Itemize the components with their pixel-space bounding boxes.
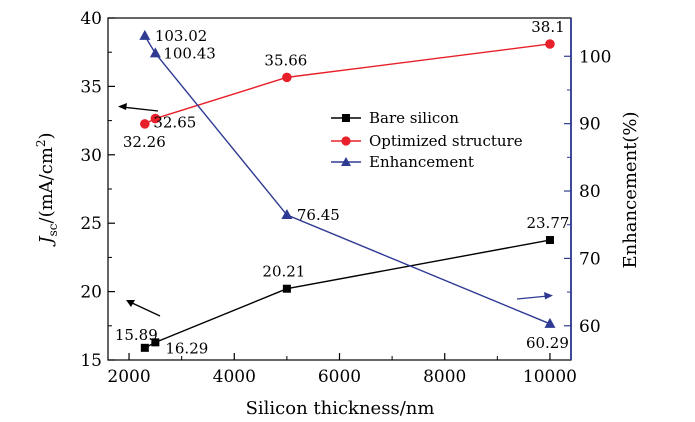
data-point (544, 317, 556, 328)
plot-frame (107, 17, 572, 361)
x-tick-label: 2000 (107, 367, 150, 387)
x-tick-label: 10000 (523, 367, 577, 387)
data-label: 60.29 (526, 334, 569, 352)
data-label: 32.65 (153, 114, 196, 132)
series-line (144, 43, 551, 125)
x-tick-label: 8000 (423, 367, 466, 387)
data-label: 38.1 (531, 18, 564, 36)
data-label: 32.26 (123, 133, 166, 151)
data-point (545, 39, 555, 49)
series-line (144, 239, 551, 349)
y-left-tick-label: 15 (80, 351, 102, 371)
left-axis-title-main: J (36, 235, 57, 248)
y-right-tick-label: 80 (579, 182, 601, 202)
arrow-left-optimized (118, 103, 159, 112)
data-label: 23.77 (526, 214, 569, 232)
y-right-tick-label: 90 (579, 115, 601, 135)
data-label: 103.02 (155, 27, 208, 45)
data-label: 15.89 (115, 326, 158, 344)
ticks-layer: 2000 4000 6000 8000 10000 15 20 25 30 35 40 60 70 80 9… (80, 9, 611, 387)
x-tick-label: 6000 (318, 367, 361, 387)
data-label: 16.29 (165, 339, 208, 357)
y-left-tick-label: 25 (80, 214, 102, 234)
data-point (139, 29, 151, 40)
data-label: 35.66 (264, 51, 307, 69)
arrow-right-enhancement (516, 292, 553, 300)
y-right-tick-label: 70 (579, 249, 601, 269)
left-axis-title: Jsc/(mA/cm2) (34, 132, 60, 247)
data-point (545, 236, 554, 245)
x-axis-title: Silicon thickness/nm (246, 398, 435, 419)
legend-label-enhancement: Enhancement (369, 153, 474, 171)
data-point (282, 72, 292, 83)
data-point (150, 113, 161, 124)
left-axis-title-end: ) (36, 132, 57, 139)
data-point (281, 208, 293, 219)
data-label: 100.43 (163, 44, 216, 62)
y-left-tick-label: 40 (80, 9, 102, 29)
legend-item-optimized: Optimized structure (331, 132, 523, 150)
legend-item-bare: Bare silicon (331, 109, 459, 127)
left-axis-title-sup: 2 (34, 139, 48, 147)
series-line (144, 35, 551, 325)
legend-label-optimized: Optimized structure (369, 132, 523, 150)
data-point (282, 284, 291, 293)
y-left-tick-label: 20 (80, 283, 102, 303)
data-label: 20.21 (262, 263, 305, 281)
data-point (140, 343, 149, 352)
x-tick-label: 4000 (213, 367, 256, 387)
series-layer (139, 29, 556, 352)
legend: Bare silicon Optimized structure Enhance… (331, 109, 523, 171)
left-axis-title-unit: /(mA/cm (36, 147, 57, 223)
data-label: 76.45 (297, 206, 340, 224)
data-point (149, 47, 161, 58)
legend-label-bare: Bare silicon (369, 109, 459, 127)
y-left-tick-label: 35 (80, 77, 102, 97)
data-point (151, 338, 160, 347)
legend-item-enhancement: Enhancement (331, 153, 474, 171)
y-left-tick-label: 30 (80, 146, 102, 166)
right-axis-title: Enhancement(%) (620, 111, 641, 268)
arrow-left-bare (126, 300, 161, 317)
left-axis-title-sub: sc (46, 223, 60, 236)
data-point (140, 119, 150, 129)
y-right-tick-label: 100 (579, 47, 611, 67)
y-right-tick-label: 60 (579, 317, 601, 337)
